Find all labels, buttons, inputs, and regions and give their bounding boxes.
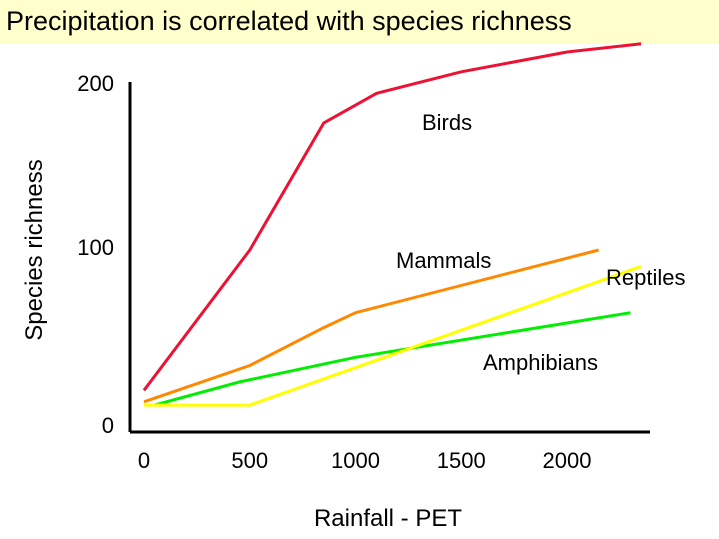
x-tick-label: 1500 <box>437 448 486 473</box>
series-label-birds: Birds <box>422 110 472 135</box>
chart-axes <box>128 82 650 434</box>
y-tick-labels: 0 100 200 <box>77 71 114 438</box>
series-lines <box>142 42 642 407</box>
x-tick-label: 2000 <box>543 448 592 473</box>
series-line-amphibians <box>154 311 631 407</box>
y-axis-label: Species richness <box>21 159 48 340</box>
y-tick-label: 100 <box>77 235 114 260</box>
series-label-reptiles: Reptiles <box>606 265 685 290</box>
series-labels: Birds Mammals Reptiles Amphibians <box>396 110 685 375</box>
x-tick-label: 0 <box>138 448 150 473</box>
series-label-mammals: Mammals <box>396 248 491 273</box>
title-band <box>0 0 719 44</box>
x-tick-label: 1000 <box>331 448 380 473</box>
x-axis-label: Rainfall - PET <box>314 505 462 532</box>
slide-title: Precipitation is correlated with species… <box>6 6 572 36</box>
series-line-mammals <box>143 248 600 404</box>
series-label-amphibians: Amphibians <box>483 350 598 375</box>
y-tick-label: 200 <box>77 71 114 96</box>
x-tick-label: 500 <box>231 448 268 473</box>
series-line-reptiles <box>144 265 642 407</box>
y-tick-label: 0 <box>102 413 114 438</box>
x-tick-labels: 0 500 1000 1500 2000 <box>138 448 592 473</box>
series-line-birds <box>142 42 642 392</box>
